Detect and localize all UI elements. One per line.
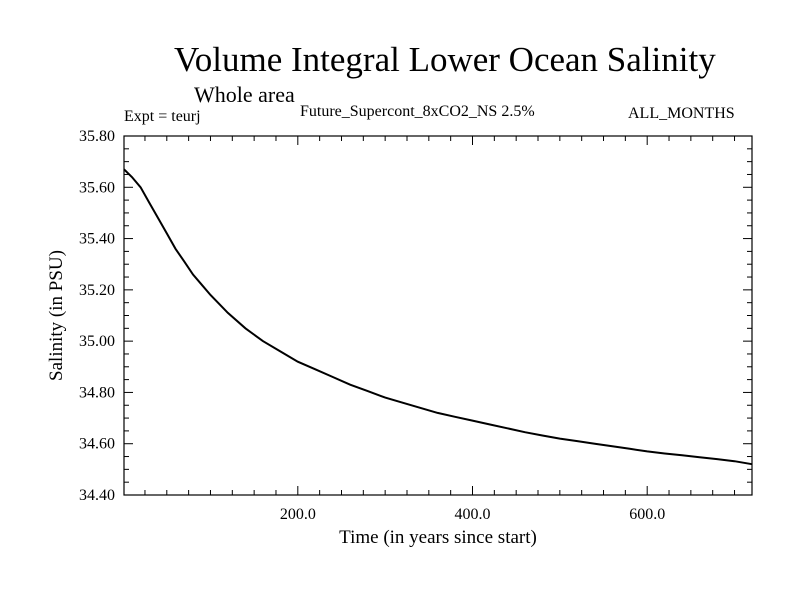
y-tick-label: 34.60 (79, 436, 115, 453)
run-name-label: Future_Supercont_8xCO2_NS 2.5% (300, 103, 535, 120)
y-axis-ticks: 34.40 34.60 34.80 35.00 35.20 35.40 35.60 35.80 (79, 128, 752, 504)
months-label: ALL_MONTHS (628, 105, 735, 122)
x-axis-label: Time (in years since start) (339, 527, 537, 548)
x-axis-ticks: 200.0 400.0 600.0 (144, 136, 736, 523)
series-line (123, 168, 753, 466)
y-tick-label: 34.40 (79, 487, 115, 504)
x-tick-label: 200.0 (280, 506, 316, 523)
y-tick-label: 35.60 (79, 179, 115, 196)
y-axis-label: Salinity (in PSU) (46, 250, 67, 381)
y-tick-label: 35.00 (79, 333, 115, 350)
y-tick-label: 35.80 (79, 128, 115, 145)
y-tick-label: 35.40 (79, 231, 115, 248)
experiment-label: Expt = teurj (124, 108, 201, 125)
x-tick-label: 400.0 (455, 506, 491, 523)
chart-title: Volume Integral Lower Ocean Salinity (174, 40, 716, 79)
chart-subtitle: Whole area (194, 82, 295, 107)
plot-frame (123, 135, 753, 496)
x-tick-label: 600.0 (629, 506, 665, 523)
y-tick-label: 34.80 (79, 384, 115, 401)
y-tick-label: 35.20 (79, 282, 115, 299)
